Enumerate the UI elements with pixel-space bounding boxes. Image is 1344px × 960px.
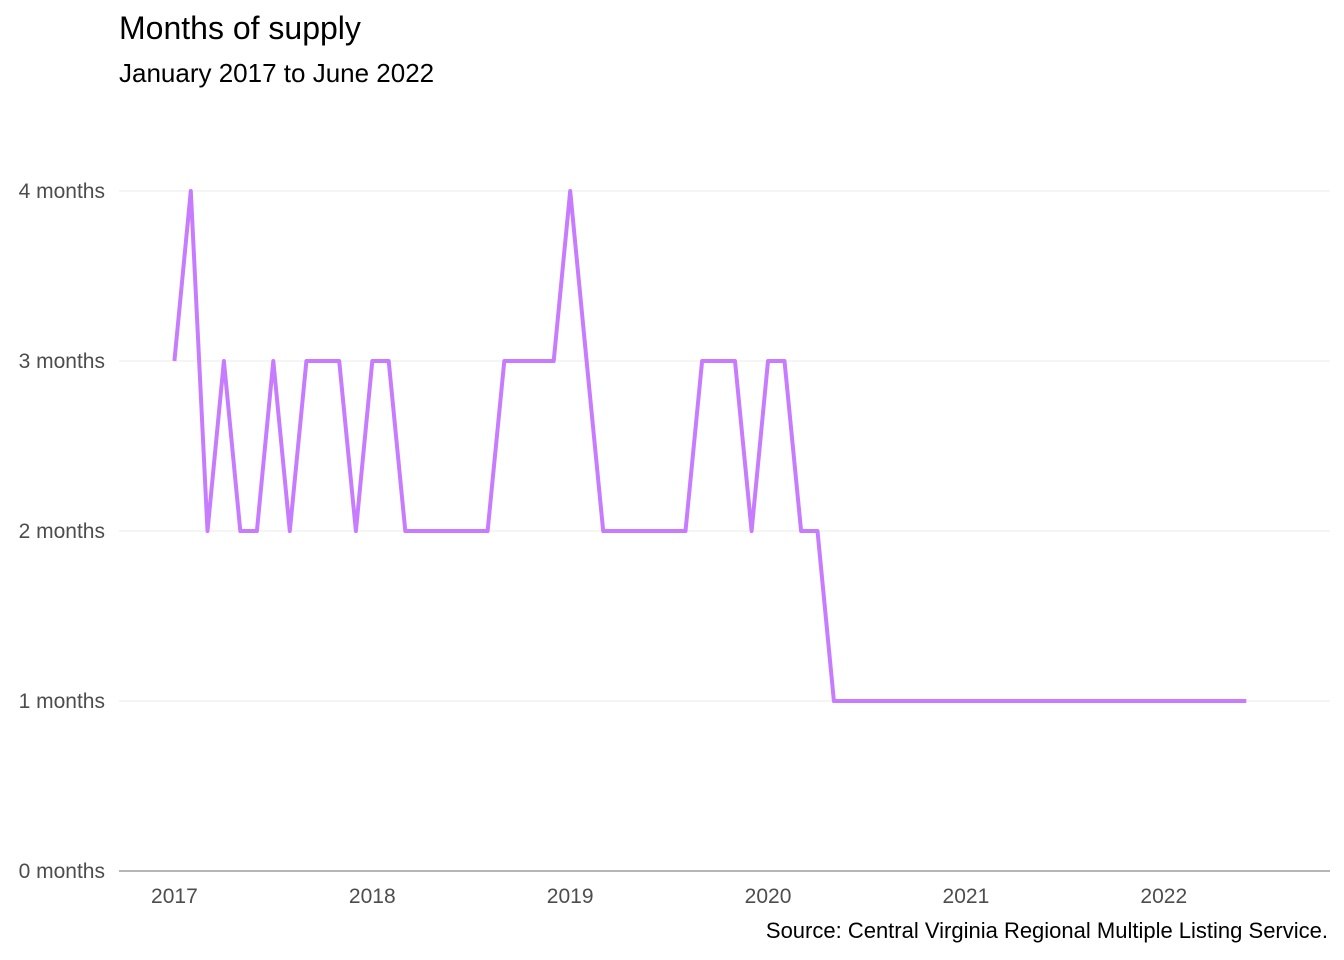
x-tick-label: 2020: [745, 885, 792, 908]
y-tick-label: 0 months: [19, 860, 105, 883]
x-tick-label: 2022: [1140, 885, 1187, 908]
y-tick-label: 4 months: [19, 180, 105, 203]
x-tick-label: 2017: [151, 885, 198, 908]
y-tick-label: 1 months: [19, 690, 105, 713]
source-caption: Source: Central Virginia Regional Multip…: [765, 918, 1328, 943]
x-tick-label: 2021: [943, 885, 990, 908]
y-tick-label: 2 months: [19, 520, 105, 543]
chart-subtitle: January 2017 to June 2022: [119, 58, 435, 88]
x-tick-label: 2019: [547, 885, 594, 908]
series-line: [172, 189, 1247, 703]
chart-title: Months of supply: [119, 10, 361, 46]
y-tick-label: 3 months: [19, 350, 105, 373]
x-tick-label: 2018: [349, 885, 396, 908]
